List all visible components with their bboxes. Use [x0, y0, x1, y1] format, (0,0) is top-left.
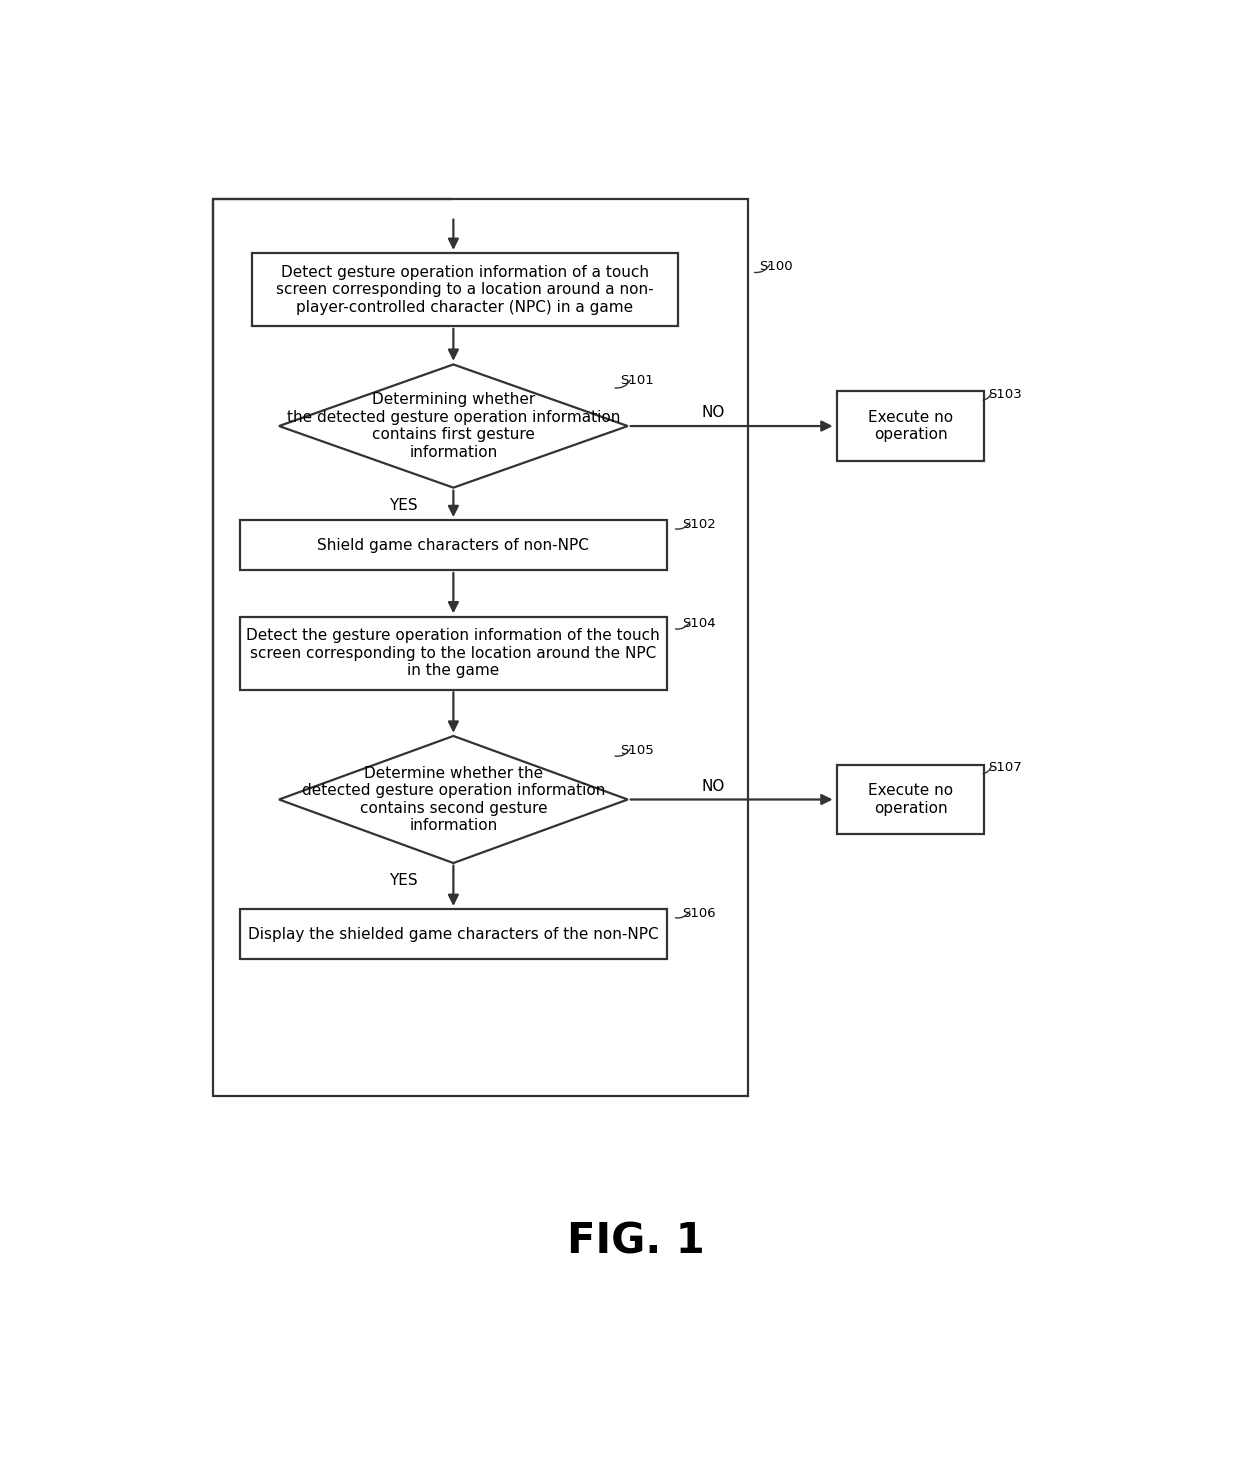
Text: Display the shielded game characters of the non-NPC: Display the shielded game characters of … [248, 927, 658, 942]
Text: S103: S103 [988, 388, 1022, 400]
Text: NO: NO [702, 404, 724, 419]
Text: S102: S102 [682, 519, 715, 532]
Text: NO: NO [702, 779, 724, 794]
Text: YES: YES [388, 873, 418, 888]
Text: S104: S104 [682, 617, 715, 630]
Bar [241, 617, 667, 690]
Text: S100: S100 [759, 261, 794, 274]
Bar [837, 765, 985, 834]
Text: S101: S101 [620, 375, 653, 387]
Text: Determining whether
the detected gesture operation information
contains first ge: Determining whether the detected gesture… [286, 393, 620, 460]
Bar [837, 391, 985, 460]
Text: Shield game characters of non-NPC: Shield game characters of non-NPC [317, 538, 589, 552]
Text: S105: S105 [620, 744, 653, 757]
Text: Determine whether the
detected gesture operation information
contains second ges: Determine whether the detected gesture o… [301, 766, 605, 834]
Text: S107: S107 [988, 760, 1022, 774]
Bar [241, 520, 667, 570]
Bar [252, 253, 678, 327]
Text: Execute no
operation: Execute no operation [868, 784, 954, 816]
Text: S106: S106 [682, 907, 715, 920]
Polygon shape [279, 365, 627, 488]
Bar [241, 910, 667, 960]
Text: Detect gesture operation information of a touch
screen corresponding to a locati: Detect gesture operation information of … [277, 265, 653, 315]
Text: YES: YES [388, 498, 418, 513]
Text: Detect the gesture operation information of the touch
screen corresponding to th: Detect the gesture operation information… [247, 628, 660, 678]
Bar [213, 199, 748, 1096]
Text: Execute no
operation: Execute no operation [868, 410, 954, 442]
Text: FIG. 1: FIG. 1 [567, 1220, 704, 1263]
Polygon shape [279, 735, 627, 863]
